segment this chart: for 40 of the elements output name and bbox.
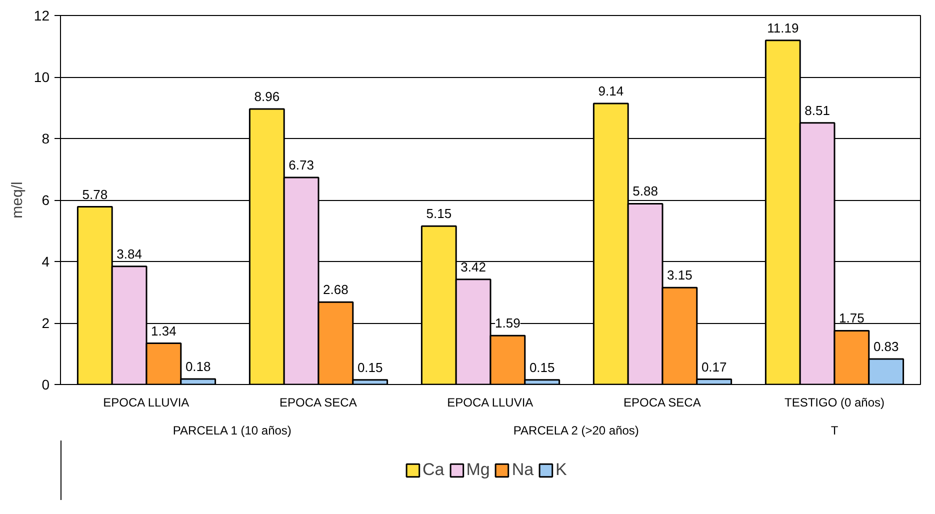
y-tick-label: 4 (42, 254, 50, 270)
data-label: 5.88 (632, 184, 658, 199)
y-tick-label: 0 (42, 376, 50, 392)
data-label: 0.15 (357, 360, 383, 375)
data-label: 11.19 (767, 20, 799, 36)
x-tick-label: EPOCA LLUVIA (447, 396, 534, 410)
legend-label: Na (512, 460, 534, 480)
data-label: 3.15 (667, 268, 692, 283)
y-tick-label: 6 (42, 192, 50, 208)
x-tick-label: EPOCA SECA (279, 396, 357, 410)
data-label: 3.84 (116, 246, 142, 262)
y-tick-label: 10 (34, 69, 50, 85)
legend-label: K (556, 460, 568, 480)
data-label: 9.14 (598, 83, 624, 98)
data-label: 0.18 (185, 358, 211, 374)
x-tick-label: EPOCA LLUVIA (103, 396, 190, 410)
data-label: 1.59 (495, 316, 520, 331)
data-label: 2.68 (323, 282, 348, 298)
data-label: 6.73 (288, 158, 314, 173)
text: PARCELA 1 (10 años) (172, 424, 292, 438)
data-label: 0.15 (529, 360, 555, 375)
data-label: 1.75 (839, 310, 864, 326)
data-label: 3.42 (460, 259, 486, 274)
data-label: 8.51 (804, 102, 830, 118)
data-label: 1.34 (151, 323, 176, 338)
legend-label: Mg (466, 460, 490, 480)
y-tick-label: 12 (34, 8, 50, 24)
y-tick-label: 2 (42, 315, 50, 331)
y-tick-label: 8 (42, 130, 50, 146)
data-label: 8.96 (254, 88, 280, 104)
x-tick-label: EPOCA SECA (623, 396, 701, 410)
data-label: 0.17 (701, 359, 727, 374)
data-label: 0.83 (873, 338, 899, 354)
data-label: 5.15 (426, 206, 452, 222)
text: PARCELA 2 (>20 años) (513, 424, 639, 438)
y-axis-title: meq/l (8, 182, 26, 218)
text: T (830, 424, 839, 438)
legend-label: Ca (422, 460, 444, 480)
x-tick-label: TESTIGO (0 años) (784, 396, 885, 410)
data-label: 5.78 (82, 186, 108, 202)
